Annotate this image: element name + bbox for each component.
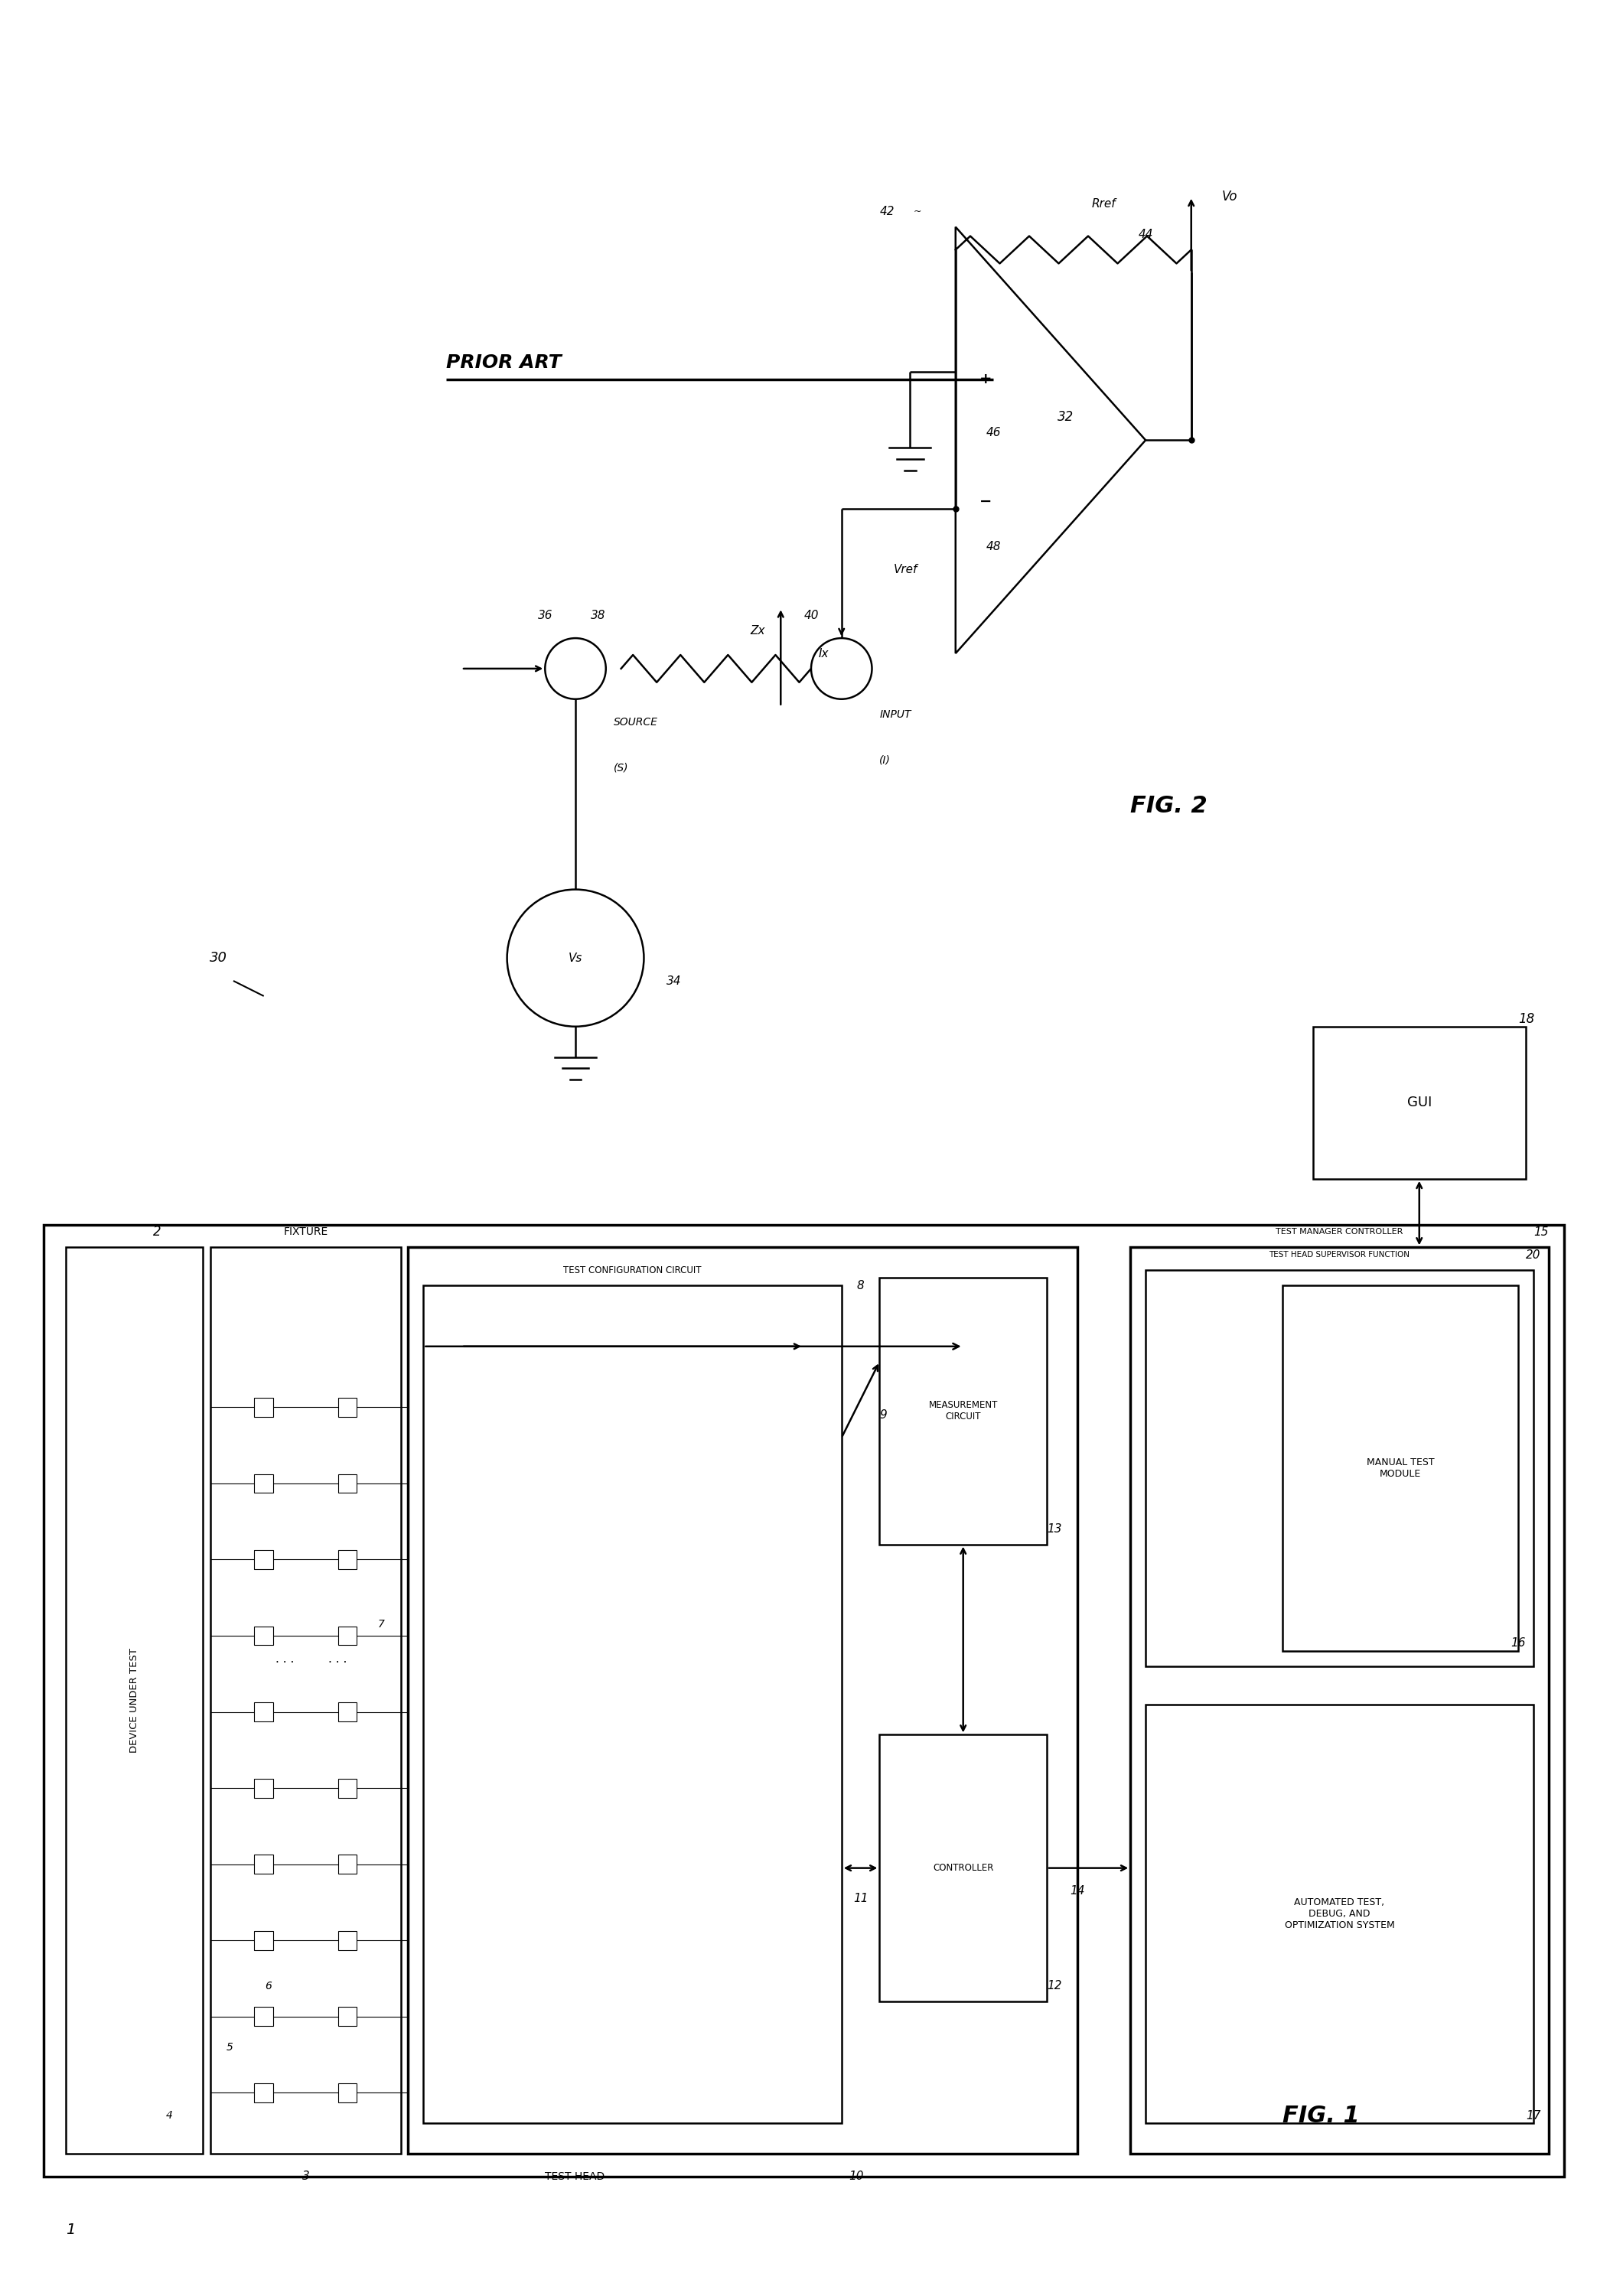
Text: Rref: Rref: [1092, 197, 1117, 209]
Text: 14: 14: [1070, 1885, 1084, 1896]
Text: 34: 34: [667, 976, 682, 987]
Bar: [1282, 1286, 1518, 1651]
Bar: [255, 1626, 273, 1646]
Text: . . .: . . .: [276, 1653, 294, 1665]
Circle shape: [545, 638, 605, 698]
Text: 44: 44: [1138, 230, 1154, 241]
Bar: [255, 1779, 273, 1798]
Bar: [880, 1279, 1047, 1545]
Text: . . .: . . .: [328, 1653, 347, 1665]
Bar: [255, 2007, 273, 2025]
Text: 3: 3: [302, 2170, 310, 2181]
Bar: [1130, 1247, 1548, 2154]
Text: AUTOMATED TEST,
DEBUG, AND
OPTIMIZATION SYSTEM: AUTOMATED TEST, DEBUG, AND OPTIMIZATION …: [1284, 1896, 1394, 1931]
Text: FIG. 2: FIG. 2: [1130, 794, 1208, 817]
Text: Ix: Ix: [818, 647, 829, 659]
Text: Vref: Vref: [894, 565, 917, 576]
Bar: [409, 1247, 1078, 2154]
Text: PRIOR ART: PRIOR ART: [446, 354, 562, 372]
Text: 2: 2: [153, 1226, 161, 1240]
Bar: [338, 1855, 357, 1874]
Text: 32: 32: [1058, 411, 1074, 425]
Text: 5: 5: [227, 2041, 234, 2053]
Bar: [255, 1398, 273, 1417]
Text: 30: 30: [209, 951, 227, 964]
Text: 11: 11: [854, 1892, 868, 1903]
Text: FIG. 1: FIG. 1: [1282, 2105, 1360, 2126]
Text: INPUT: INPUT: [880, 709, 911, 719]
Text: 13: 13: [1047, 1525, 1061, 1536]
Circle shape: [812, 638, 872, 698]
Text: 20: 20: [1526, 1249, 1540, 1261]
Bar: [255, 1474, 273, 1492]
Text: TEST CONFIGURATION CIRCUIT: TEST CONFIGURATION CIRCUIT: [563, 1265, 701, 1274]
Bar: [338, 1701, 357, 1722]
Bar: [255, 1701, 273, 1722]
Text: TEST HEAD: TEST HEAD: [545, 2172, 605, 2181]
Text: GUI: GUI: [1407, 1095, 1431, 1109]
Bar: [255, 1855, 273, 1874]
Bar: [67, 1247, 203, 2154]
Text: (I): (I): [880, 755, 891, 765]
Text: TEST HEAD SUPERVISOR FUNCTION: TEST HEAD SUPERVISOR FUNCTION: [1269, 1251, 1410, 1258]
Bar: [44, 1224, 1563, 2177]
Bar: [1146, 1270, 1534, 1667]
Bar: [338, 1779, 357, 1798]
Bar: [338, 1550, 357, 1568]
Text: −: −: [980, 494, 992, 507]
Text: 9: 9: [880, 1410, 888, 1421]
Text: MANUAL TEST
MODULE: MANUAL TEST MODULE: [1367, 1458, 1435, 1479]
Bar: [211, 1247, 401, 2154]
Bar: [1313, 1026, 1526, 1178]
Bar: [880, 1736, 1047, 2002]
Bar: [338, 1626, 357, 1646]
Text: Vs: Vs: [568, 953, 583, 964]
Bar: [338, 1398, 357, 1417]
Text: 16: 16: [1511, 1637, 1526, 1649]
Text: 8: 8: [857, 1279, 863, 1290]
Text: 6: 6: [265, 1981, 271, 1991]
Text: 42: 42: [880, 207, 894, 218]
Text: Vo: Vo: [1222, 191, 1237, 204]
Bar: [338, 2082, 357, 2103]
Text: TEST MANAGER CONTROLLER: TEST MANAGER CONTROLLER: [1276, 1228, 1404, 1235]
Bar: [338, 1474, 357, 1492]
Text: 7: 7: [378, 1619, 385, 1630]
Bar: [255, 1931, 273, 1949]
Text: 15: 15: [1534, 1226, 1548, 1238]
Bar: [255, 2082, 273, 2103]
Bar: [338, 1931, 357, 1949]
Text: MEASUREMENT
CIRCUIT: MEASUREMENT CIRCUIT: [928, 1401, 998, 1421]
Text: 40: 40: [803, 608, 818, 620]
Text: Zx: Zx: [750, 625, 766, 636]
Text: 1: 1: [67, 2223, 76, 2236]
Text: +: +: [980, 372, 992, 386]
Bar: [255, 1550, 273, 1568]
Text: 12: 12: [1047, 1981, 1061, 1993]
Text: DEVICE UNDER TEST: DEVICE UNDER TEST: [130, 1649, 140, 1752]
Bar: [1146, 1704, 1534, 2124]
Text: ~: ~: [914, 207, 922, 216]
Text: 36: 36: [537, 608, 553, 620]
Text: FIXTURE: FIXTURE: [284, 1226, 328, 1238]
Bar: [424, 1286, 842, 2124]
Text: 38: 38: [591, 608, 605, 620]
Text: SOURCE: SOURCE: [613, 716, 657, 728]
Text: 48: 48: [985, 542, 1001, 553]
Bar: [338, 2007, 357, 2025]
Text: CONTROLLER: CONTROLLER: [933, 1862, 993, 1874]
Circle shape: [506, 889, 644, 1026]
Text: 46: 46: [985, 427, 1001, 439]
Text: 18: 18: [1518, 1013, 1534, 1026]
Text: 10: 10: [849, 2170, 863, 2181]
Text: 4: 4: [166, 2110, 172, 2122]
Text: 17: 17: [1526, 2110, 1540, 2122]
Text: (S): (S): [613, 762, 628, 774]
